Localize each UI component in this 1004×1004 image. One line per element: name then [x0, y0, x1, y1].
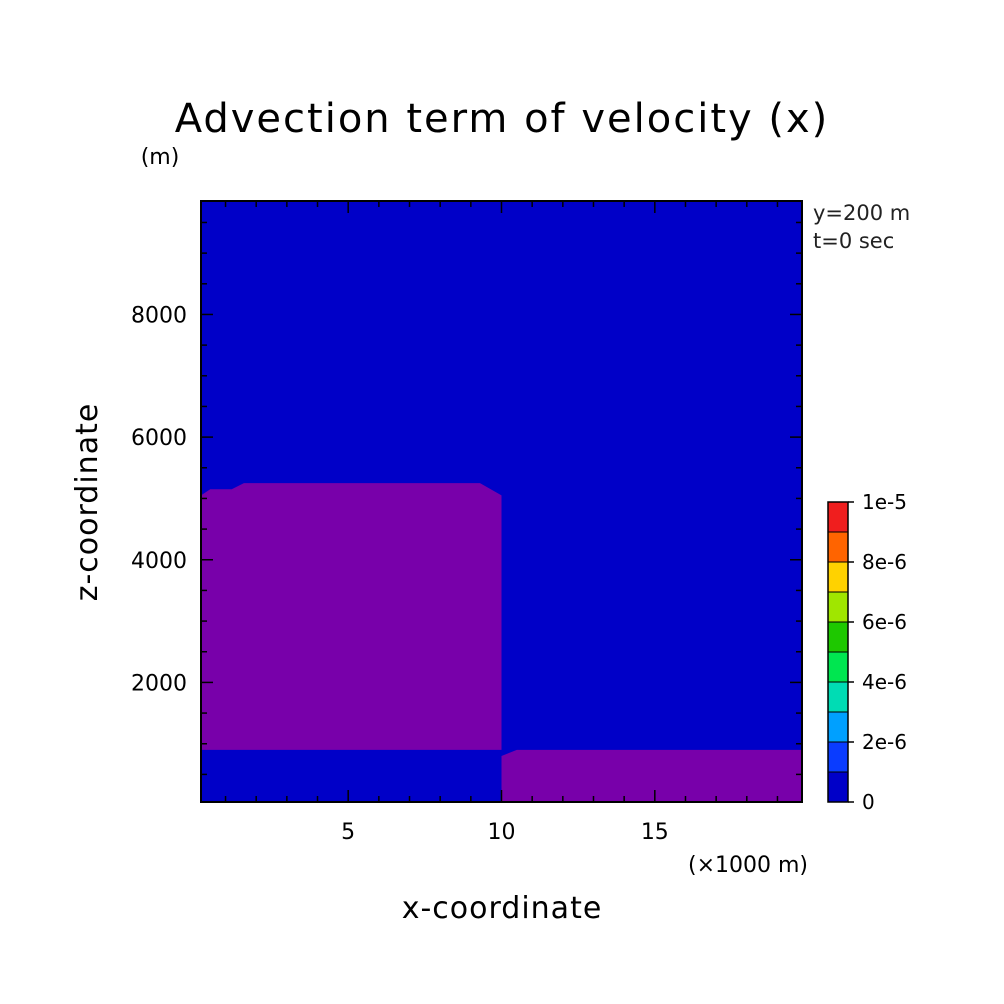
colorbar-swatch: [827, 681, 849, 713]
colorbar-swatch: [827, 771, 849, 803]
z-tick-label: 4000: [131, 549, 187, 574]
colorbar-label: 1e-5: [862, 490, 907, 514]
colorbar-label: 6e-6: [862, 610, 907, 634]
tick-labels: 5 10 15 2000 4000 6000 8000: [131, 303, 669, 845]
z-tick-label: 2000: [131, 671, 187, 696]
colorbar-label: 2e-6: [862, 730, 907, 754]
x-tick-label: 10: [488, 820, 516, 845]
colorbar: 0 2e-6 4e-6 6e-6 8e-6 1e-5: [827, 490, 907, 814]
colorbar-swatch: [827, 621, 849, 653]
contour-field: [201, 201, 802, 802]
chart-title: Advection term of velocity (x): [175, 96, 830, 142]
colorbar-swatch: [827, 651, 849, 683]
colorbar-swatch: [827, 741, 849, 773]
z-axis-unit: (m): [141, 145, 180, 170]
contour-region-2: [501, 749, 802, 802]
x-axis-label: x-coordinate: [402, 891, 603, 926]
info-y-position: y=200 m: [813, 201, 910, 225]
x-tick-label: 5: [341, 820, 355, 845]
colorbar-frame: [827, 501, 849, 803]
colorbar-swatch: [827, 591, 849, 623]
y-axis-label: z-coordinate: [70, 403, 105, 602]
z-tick-label: 8000: [131, 303, 187, 328]
colorbar-swatch: [827, 711, 849, 743]
x-tick-label: 15: [641, 820, 669, 845]
colorbar-swatch: [827, 531, 849, 563]
colorbar-label: 8e-6: [862, 550, 907, 574]
colorbar-label: 0: [862, 790, 875, 814]
colorbar-swatch: [827, 501, 849, 533]
colorbar-swatch: [827, 561, 849, 593]
x-axis-unit: (×1000 m): [688, 853, 808, 878]
z-tick-label: 6000: [131, 426, 187, 451]
colorbar-label: 4e-6: [862, 670, 907, 694]
plot-axes: [200, 200, 803, 803]
info-time: t=0 sec: [813, 229, 894, 253]
contour-region-1: [201, 483, 502, 750]
